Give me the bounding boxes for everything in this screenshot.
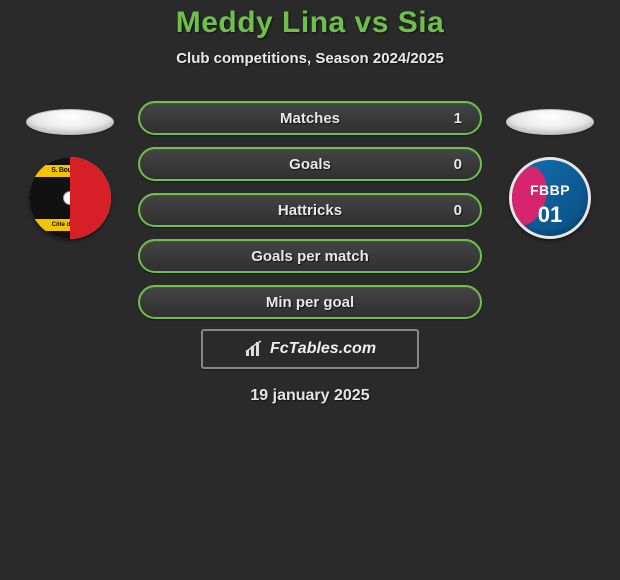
stat-row-hattricks: Hattricks 0 <box>138 193 482 227</box>
right-player-col: FBBP 01 <box>500 95 600 239</box>
comparison-row: S. Boulogne Côte d'Opale Matches 1 Goals… <box>0 95 620 319</box>
left-club-badge: S. Boulogne Côte d'Opale <box>29 157 111 239</box>
right-club-subtext: 01 <box>512 202 588 228</box>
brand-text: FcTables.com <box>270 340 376 358</box>
page-subtitle: Club competitions, Season 2024/2025 <box>176 50 444 67</box>
bar-chart-icon <box>244 340 266 358</box>
right-club-badge: FBBP 01 <box>509 157 591 239</box>
stat-right-value: 0 <box>454 195 462 225</box>
left-player-avatar <box>26 109 114 135</box>
stat-label: Goals per match <box>251 248 369 265</box>
page-title: Meddy Lina vs Sia <box>176 6 445 40</box>
right-club-text: FBBP <box>512 182 588 198</box>
left-club-bottom-text: Côte d'Opale <box>29 219 111 231</box>
stat-row-matches: Matches 1 <box>138 101 482 135</box>
stats-list: Matches 1 Goals 0 Hattricks 0 Goals per … <box>138 95 482 319</box>
left-club-top-text: S. Boulogne <box>29 165 111 177</box>
stat-row-min-per-goal: Min per goal <box>138 285 482 319</box>
stat-row-goals: Goals 0 <box>138 147 482 181</box>
stat-label: Hattricks <box>278 202 342 219</box>
stat-right-value: 0 <box>454 149 462 179</box>
stat-row-goals-per-match: Goals per match <box>138 239 482 273</box>
stat-label: Min per goal <box>266 294 354 311</box>
stat-label: Goals <box>289 156 331 173</box>
ball-icon <box>63 191 77 205</box>
stat-label: Matches <box>280 110 340 127</box>
stat-right-value: 1 <box>454 103 462 133</box>
date-text: 19 january 2025 <box>250 387 369 405</box>
left-player-col: S. Boulogne Côte d'Opale <box>20 95 120 239</box>
brand-box[interactable]: FcTables.com <box>201 329 419 369</box>
right-player-avatar <box>506 109 594 135</box>
